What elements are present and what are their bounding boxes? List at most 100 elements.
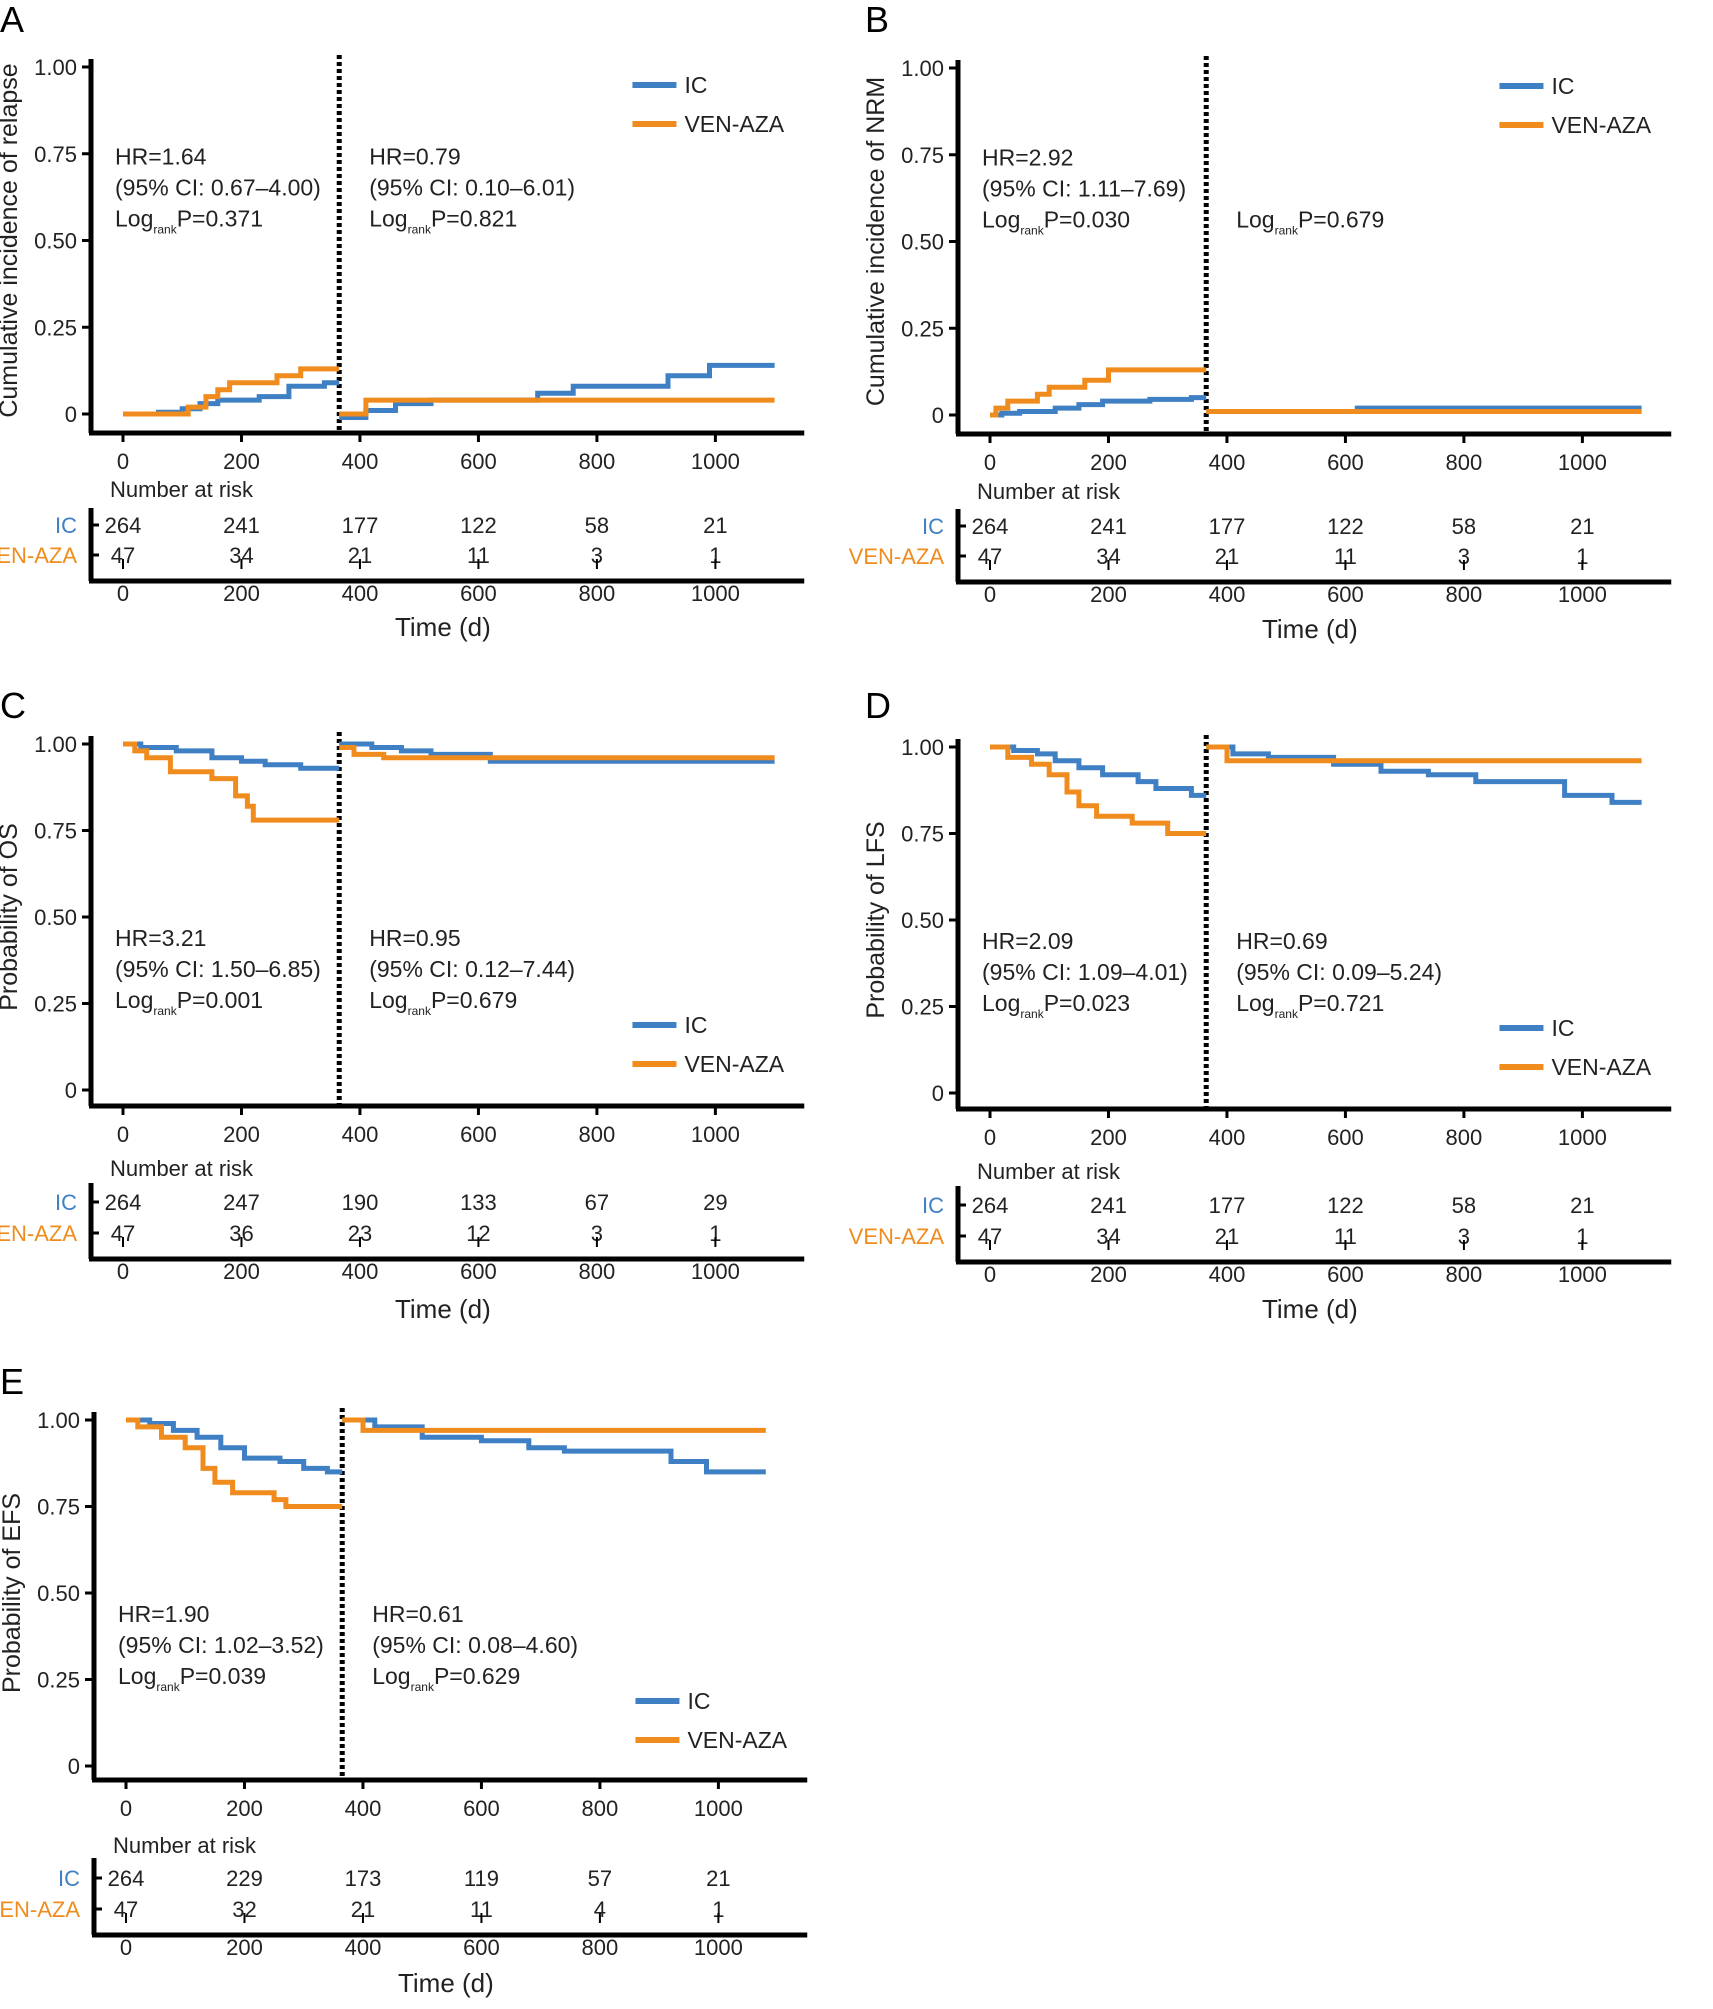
y-tick-label: 1.00 — [37, 1408, 80, 1433]
panel-letter: A — [0, 0, 24, 40]
y-axis-label: Probability of OS — [0, 823, 23, 1011]
risk-value-ic: 247 — [223, 1190, 260, 1215]
risk-value-venaza: 3 — [591, 543, 603, 568]
x-axis-label: Time (d) — [398, 1968, 494, 1998]
y-tick-label: 0.75 — [34, 819, 77, 844]
y-tick-label: 0.50 — [901, 230, 944, 255]
risk-x-tick-label: 0 — [120, 1935, 132, 1960]
risk-x-tick-label: 400 — [1209, 582, 1246, 607]
logrank-text: LogrankP=0.721 — [1236, 990, 1384, 1021]
risk-value-ic: 58 — [1452, 1193, 1476, 1218]
series-line-venaza — [123, 366, 340, 417]
risk-x-tick-label: 600 — [463, 1935, 500, 1960]
y-tick-label: 0.25 — [34, 992, 77, 1017]
risk-value-venaza: 4 — [594, 1897, 606, 1922]
hr-text: HR=0.69 — [1236, 928, 1327, 954]
risk-value-venaza: 1 — [1576, 1224, 1588, 1249]
y-tick-label: 0 — [65, 402, 77, 427]
risk-x-tick-label: 800 — [579, 581, 616, 606]
y-tick-label: 0.50 — [34, 905, 77, 930]
risk-title: Number at risk — [977, 1159, 1121, 1184]
ci-text: (95% CI: 0.08–4.60) — [372, 1632, 578, 1658]
risk-value-ic: 21 — [1570, 1193, 1594, 1218]
risk-value-venaza: 3 — [1458, 544, 1470, 569]
risk-label-venaza: VEN-AZA — [849, 1224, 945, 1249]
risk-value-ic: 264 — [105, 1190, 142, 1215]
hr-text: HR=2.92 — [982, 145, 1073, 171]
risk-value-ic: 119 — [464, 1866, 499, 1891]
risk-x-tick-label: 1000 — [694, 1935, 743, 1960]
panel-letter: B — [865, 0, 889, 40]
panel-c: C 0 0.25 0.50 0.75 1.00 0 200 400 600 800 1000 Proba… — [0, 685, 805, 1324]
risk-value-ic: 190 — [342, 1190, 379, 1215]
x-tick-label: 0 — [120, 1796, 132, 1821]
panel-e: E 0 0.25 0.50 0.75 1.00 0 200 400 600 800 1000 Proba… — [0, 1361, 808, 1998]
logrank-text: LogrankP=0.023 — [982, 990, 1130, 1021]
risk-x-tick-label: 800 — [1446, 1262, 1483, 1287]
risk-value-venaza: 3 — [1458, 1224, 1470, 1249]
risk-value-ic: 173 — [345, 1866, 382, 1891]
x-tick-label: 400 — [342, 449, 379, 474]
risk-value-ic: 67 — [585, 1190, 609, 1215]
x-tick-label: 600 — [460, 449, 497, 474]
y-tick-label: 0.75 — [901, 143, 944, 168]
legend-label: IC — [687, 1688, 710, 1714]
risk-value-ic: 177 — [342, 513, 379, 538]
legend-label: VEN-AZA — [684, 1051, 784, 1077]
x-tick-label: 1000 — [1558, 450, 1607, 475]
x-tick-label: 0 — [984, 450, 996, 475]
y-tick-label: 0.50 — [901, 908, 944, 933]
x-tick-label: 0 — [984, 1125, 996, 1150]
risk-value-ic: 58 — [1452, 514, 1476, 539]
risk-label-venaza: VEN-AZA — [0, 543, 77, 568]
x-axis-label: Time (d) — [1262, 614, 1358, 644]
x-tick-label: 800 — [579, 449, 616, 474]
x-axis-label: Time (d) — [1262, 1294, 1358, 1324]
series-line-ic — [990, 395, 1207, 418]
y-tick-label: 0.75 — [34, 142, 77, 167]
x-tick-label: 1000 — [691, 1122, 740, 1147]
risk-value-venaza: 11 — [467, 543, 490, 568]
risk-title: Number at risk — [977, 479, 1121, 504]
risk-value-ic: 57 — [588, 1866, 612, 1891]
y-tick-label: 0 — [932, 403, 944, 428]
series-line-venaza — [126, 1417, 343, 1509]
risk-value-venaza: 1 — [712, 1897, 724, 1922]
panel-b: B 0 0.25 0.50 0.75 1.00 0 200 400 600 800 1000 Cumul… — [849, 0, 1672, 644]
risk-value-venaza: 11 — [1334, 1224, 1357, 1249]
risk-value-ic: 264 — [972, 514, 1009, 539]
y-axis-label: Probability of EFS — [0, 1493, 26, 1693]
hr-text: HR=0.79 — [369, 144, 460, 170]
risk-value-venaza: 11 — [1334, 544, 1357, 569]
risk-x-tick-label: 0 — [984, 582, 996, 607]
x-tick-label: 800 — [1446, 450, 1483, 475]
series-line-venaza — [123, 741, 340, 823]
legend-label: IC — [1551, 73, 1574, 99]
risk-value-ic: 264 — [108, 1866, 145, 1891]
risk-label-ic: IC — [55, 1190, 77, 1215]
annotation-right: HR=0.61 (95% CI: 0.08–4.60) LogrankP=0.629 — [372, 1601, 578, 1694]
hr-text: HR=2.09 — [982, 928, 1073, 954]
risk-x-tick-label: 0 — [984, 1262, 996, 1287]
risk-label-ic: IC — [58, 1866, 80, 1891]
hr-text: HR=0.95 — [369, 925, 460, 951]
risk-value-ic: 241 — [1090, 514, 1127, 539]
risk-value-ic: 177 — [1209, 514, 1246, 539]
x-tick-label: 600 — [1327, 1125, 1364, 1150]
y-axis-label: Cumulative incidence of relapse — [0, 63, 23, 417]
y-tick-label: 0.50 — [34, 229, 77, 254]
risk-x-tick-label: 1000 — [691, 1259, 740, 1284]
risk-x-tick-label: 400 — [342, 581, 379, 606]
risk-label-ic: IC — [922, 1193, 944, 1218]
legend-label: VEN-AZA — [684, 111, 784, 137]
x-tick-label: 400 — [342, 1122, 379, 1147]
y-axis-label: Cumulative incidence of NRM — [862, 77, 890, 406]
risk-x-tick-label: 800 — [579, 1259, 616, 1284]
y-tick-label: 0.75 — [901, 822, 944, 847]
risk-value-ic: 21 — [706, 1866, 730, 1891]
series-line-ic — [990, 744, 1207, 798]
legend-label: IC — [1551, 1015, 1574, 1041]
logrank-text: LogrankP=0.030 — [982, 207, 1130, 238]
annotation-left: HR=2.92 (95% CI: 1.11–7.69) LogrankP=0.030 — [982, 145, 1186, 238]
x-tick-label: 600 — [463, 1796, 500, 1821]
